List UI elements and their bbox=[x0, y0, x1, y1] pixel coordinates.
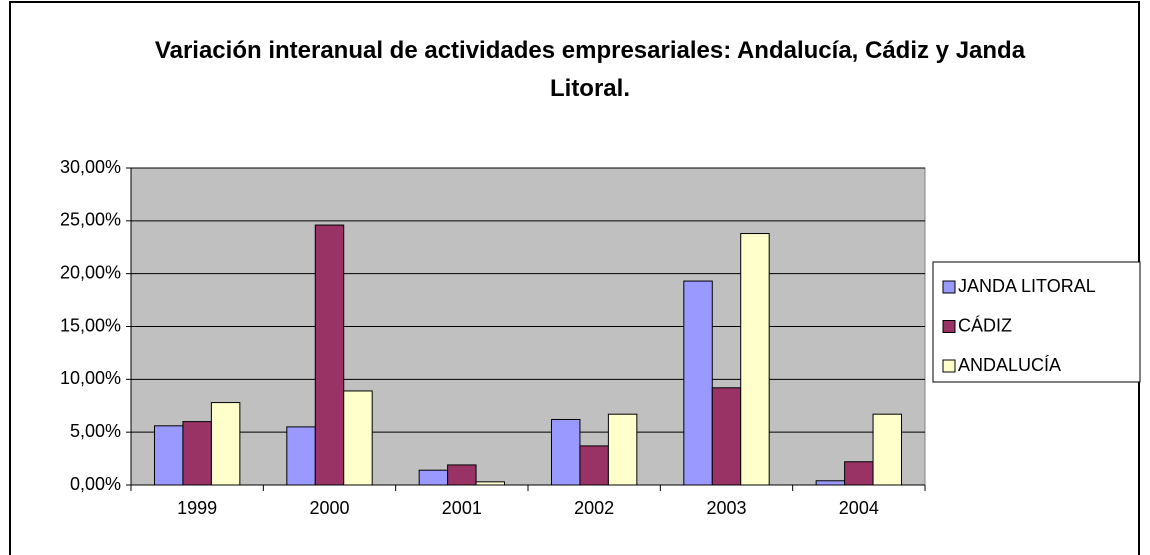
chart-title: Variación interanual de actividades empr… bbox=[154, 37, 1026, 102]
legend-swatch bbox=[942, 320, 956, 333]
bar bbox=[447, 464, 477, 486]
x-tick-label: 1999 bbox=[177, 498, 217, 518]
legend-label: ANDALUCÍA bbox=[958, 355, 1061, 375]
x-tick-label: 2001 bbox=[442, 498, 482, 518]
y-tick-label: 5,00% bbox=[70, 421, 121, 441]
bar bbox=[475, 481, 506, 486]
bar bbox=[815, 480, 846, 486]
x-tick-label: 2004 bbox=[839, 498, 879, 518]
legend-swatch bbox=[942, 359, 956, 373]
y-tick-label: 0,00% bbox=[70, 474, 121, 494]
bar bbox=[740, 233, 770, 486]
legend-label: JANDA LITORAL bbox=[958, 276, 1096, 296]
y-tick-label: 15,00% bbox=[60, 315, 121, 335]
bar bbox=[314, 224, 345, 486]
bar bbox=[550, 418, 581, 486]
legend-box bbox=[932, 261, 1141, 383]
bar bbox=[607, 413, 638, 486]
y-tick-label: 25,00% bbox=[60, 210, 121, 230]
bar bbox=[711, 387, 742, 486]
bar bbox=[286, 426, 316, 486]
x-tick-label: 2003 bbox=[706, 498, 746, 518]
bar bbox=[153, 425, 184, 486]
y-tick-label: 30,00% bbox=[60, 157, 121, 177]
bar bbox=[579, 445, 609, 486]
legend-swatch bbox=[942, 280, 956, 294]
x-tick-label: 2000 bbox=[309, 498, 349, 518]
y-tick-label: 20,00% bbox=[60, 262, 121, 282]
bar bbox=[210, 402, 241, 486]
bar bbox=[844, 461, 874, 486]
legend-label: CÁDIZ bbox=[958, 315, 1012, 335]
bar bbox=[872, 413, 903, 486]
x-tick-label: 2002 bbox=[574, 498, 614, 518]
bar bbox=[683, 280, 713, 486]
y-tick-label: 10,00% bbox=[60, 368, 121, 388]
bar bbox=[418, 469, 449, 486]
bar bbox=[182, 421, 212, 486]
bar bbox=[343, 390, 373, 486]
